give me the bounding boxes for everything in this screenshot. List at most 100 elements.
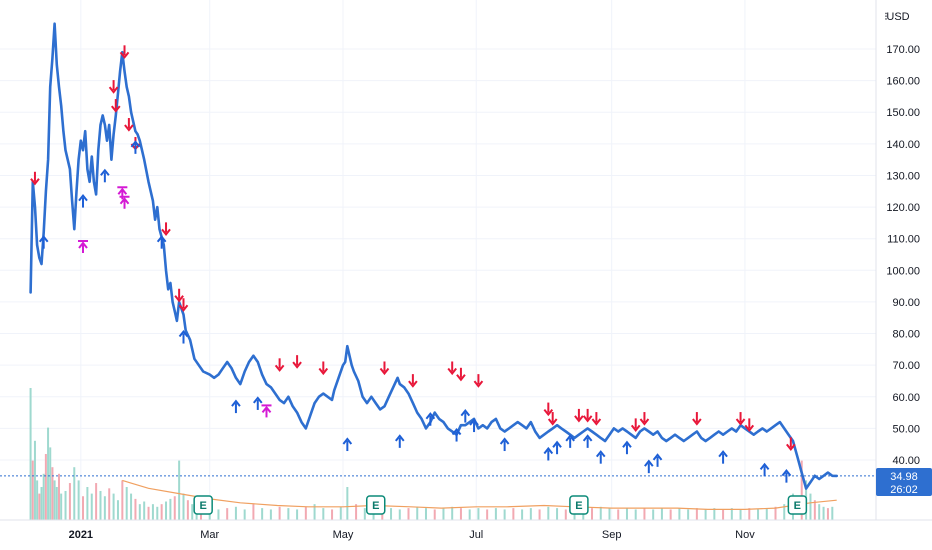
down-arrow-icon (547, 412, 558, 426)
down-arrow-head (639, 418, 650, 426)
earnings-e-icon[interactable]: E (365, 495, 386, 515)
up-arrow-icon (78, 193, 88, 208)
down-arrow-icon (735, 412, 746, 426)
down-arrow-head (119, 51, 130, 59)
bar-up-arrow-head (78, 241, 88, 249)
volume-bar (608, 508, 611, 520)
up-arrow-head (156, 235, 167, 243)
up-arrow-head (595, 450, 606, 458)
earnings-e-icon[interactable]: E (787, 495, 808, 515)
volume-bar (722, 509, 725, 520)
volume-bar (826, 508, 829, 520)
current-price-value: 34.98 (890, 471, 918, 483)
current-price-label-background (876, 468, 932, 496)
volume-bar (73, 467, 76, 520)
volume-bar (252, 504, 255, 520)
up-arrow-head (38, 235, 49, 243)
up-arrow-head (469, 418, 479, 426)
volume-bar (322, 508, 325, 520)
up-arrow-icon (231, 399, 241, 414)
down-arrow-head (582, 415, 593, 423)
down-arrow-head (274, 364, 285, 372)
up-arrow-head (552, 440, 562, 448)
volume-bar (29, 388, 32, 520)
up-arrow-icon (156, 235, 167, 249)
down-arrow-head (591, 418, 602, 426)
up-arrow-icon (759, 462, 770, 477)
up-arrow-icon (469, 418, 479, 433)
down-arrow-icon (582, 408, 593, 423)
volume-bar (31, 460, 34, 520)
volume-bar (556, 508, 559, 520)
down-arrow-icon (630, 418, 641, 432)
price-tick-label: 50.00 (892, 423, 920, 435)
volume-bar (60, 493, 63, 520)
currency-label[interactable]: USD (886, 11, 909, 23)
up-arrow-head (622, 440, 632, 448)
down-arrow-head (408, 380, 418, 388)
volume-bar (521, 509, 524, 520)
earnings-e-icon[interactable]: E (193, 495, 213, 515)
down-arrow-icon (274, 358, 285, 372)
up-arrow-icon (178, 329, 189, 344)
earnings-e-icon[interactable]: E (569, 495, 589, 515)
down-arrow-head (630, 424, 641, 432)
volume-bar (156, 506, 159, 520)
price-axis-background (876, 0, 932, 520)
down-arrow-icon (178, 298, 189, 312)
volume-bar (134, 498, 137, 520)
up-arrow-head (252, 396, 263, 404)
up-arrow-head (231, 399, 241, 407)
up-arrow-icon (781, 469, 792, 483)
volume-bar (95, 483, 98, 520)
time-tick-label: May (333, 529, 354, 541)
up-arrow-head (178, 329, 189, 338)
price-tick-label: 120.00 (886, 202, 920, 214)
earnings-badge-label: E (372, 500, 379, 512)
down-arrow-icon (318, 361, 329, 376)
volume-bar (730, 508, 733, 520)
up-arrow-icon (394, 434, 405, 448)
volume-bar (538, 509, 541, 520)
volume-bar (36, 480, 39, 520)
up-arrow-icon (451, 427, 462, 442)
volume-bar (748, 508, 751, 520)
volume-bar (442, 508, 445, 520)
earnings-badge (365, 495, 386, 515)
volume-bar (831, 506, 834, 520)
down-arrow-head (456, 374, 466, 382)
up-arrow-head (100, 168, 110, 176)
up-arrow-icon (460, 408, 471, 423)
chart-grid (0, 0, 876, 520)
time-axis-ticks[interactable]: 2021 Mar May Jul Sep Nov (69, 529, 756, 541)
volume-bar (599, 506, 602, 520)
up-arrow-icon (38, 235, 49, 249)
volume-bar (53, 480, 56, 520)
volume-bar (130, 493, 133, 520)
price-tick-label: 40.00 (892, 455, 920, 467)
volume-bar (178, 460, 181, 520)
volume-bar (304, 506, 307, 520)
volume-bar (547, 506, 550, 520)
down-arrow-icon (30, 171, 40, 186)
volume-bar (64, 490, 67, 520)
volume-bar (459, 508, 462, 520)
volume-bar (68, 483, 71, 520)
up-arrow-head (460, 408, 471, 417)
volume-bar (217, 509, 220, 520)
volume-bar (226, 508, 229, 520)
down-arrow-head (547, 418, 558, 426)
volume-bar (313, 504, 316, 520)
bar-up-arrow-head (117, 187, 128, 195)
volume-bar (813, 500, 816, 520)
volume-bar (416, 506, 419, 520)
bar-up-arrow-icon (119, 195, 130, 209)
down-arrow-head (744, 424, 755, 432)
up-arrow-head (451, 427, 462, 436)
volume-bar (669, 509, 672, 520)
price-axis-ticks[interactable]: 170.00 160.00 150.00 140.00 130.00 120.00 110.… (886, 44, 920, 467)
time-tick-label: Nov (735, 529, 755, 541)
volume-bar (287, 508, 290, 520)
